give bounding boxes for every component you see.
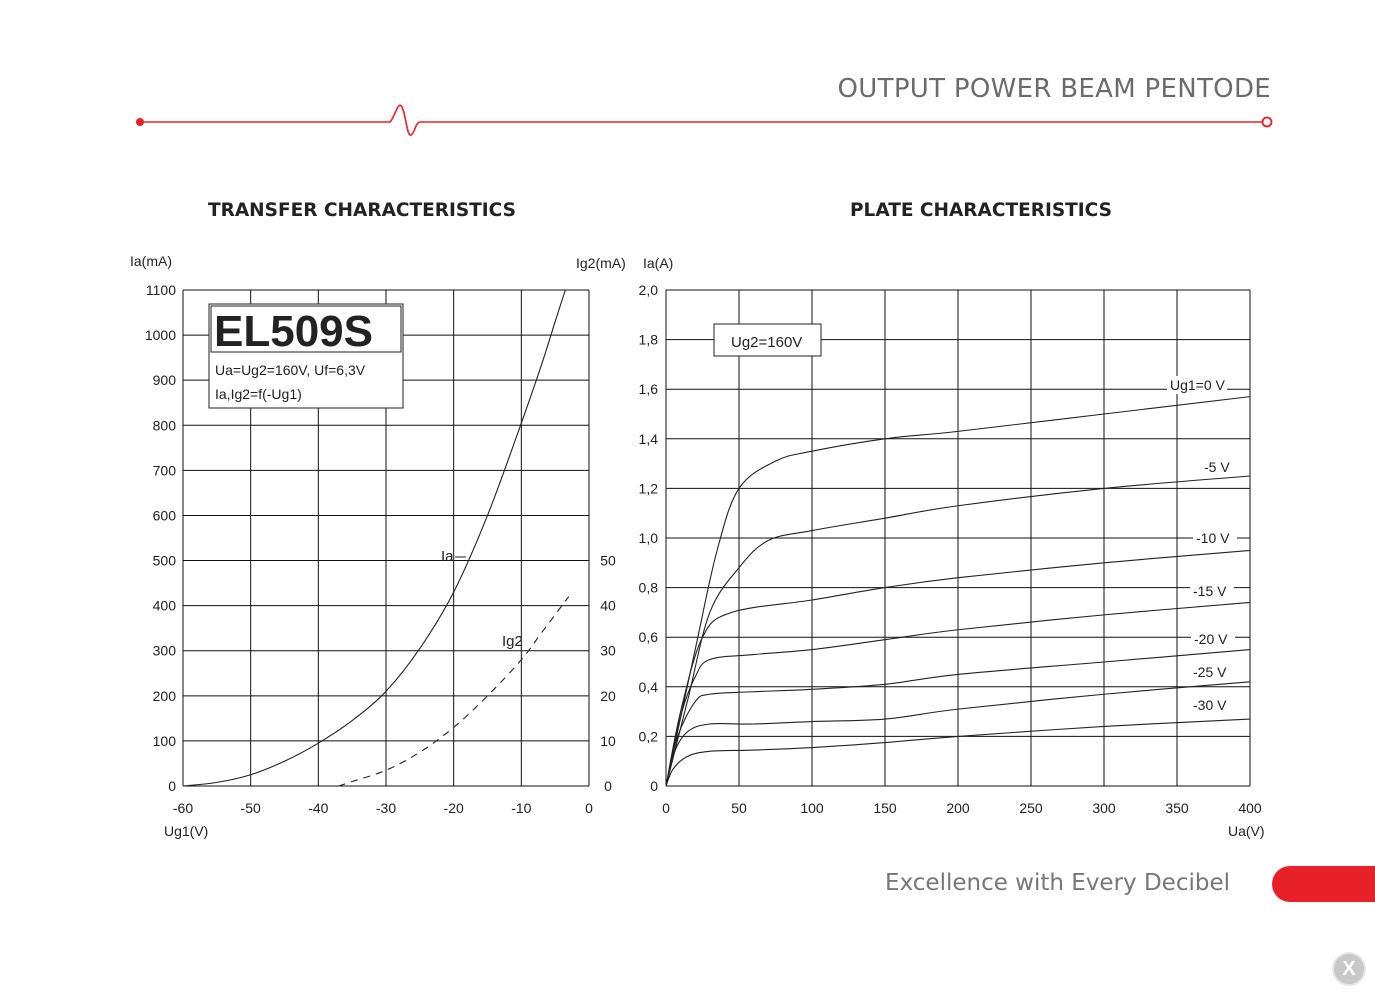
curve-1	[665, 475, 1251, 787]
x-tick-label: 50	[731, 800, 747, 816]
y-tick-label: 300	[153, 643, 177, 659]
curve-label: -15 V	[1193, 583, 1227, 599]
y-tick-label: 1000	[145, 327, 176, 343]
y-tick-label: 600	[153, 507, 177, 523]
y-tick-label: 200	[153, 688, 177, 704]
x-tick-label: 0	[585, 800, 593, 816]
y-tick-label: 0,2	[639, 728, 659, 744]
plate-series	[665, 396, 1251, 787]
page-title: OUTPUT POWER BEAM PENTODE	[837, 74, 1271, 104]
curve-label-bg	[1191, 630, 1235, 648]
y-tick-label: 700	[153, 462, 177, 478]
x-tick-label: 0	[662, 800, 670, 816]
y-tick-label: 100	[153, 733, 177, 749]
curve-label-bg	[1193, 529, 1237, 547]
y-tick-label: 0	[168, 778, 176, 794]
plate-chart-title: PLATE CHARACTERISTICS	[850, 200, 1112, 221]
transfer-ylabel-right: Ig2(mA)	[576, 255, 626, 271]
y-right-tick-label: 40	[600, 598, 616, 614]
curve-label-bg	[1190, 696, 1234, 714]
series-label-ia: Ia	[441, 548, 454, 565]
transfer-legend-box: EL509S Ua=Ug2=160V, Uf=6,3V Ia,Ig2=f(-Ug…	[208, 303, 404, 409]
plate-chart: 0 50 100 150 200 250 300 350 400 0 0,2 0,4 0,6 0,8 1,0…	[639, 255, 1265, 839]
y-tick-label: 1,0	[639, 530, 659, 546]
curve-label: -30 V	[1193, 697, 1227, 713]
x-tick-label: 300	[1092, 800, 1116, 816]
transfer-xlabel: Ug1(V)	[164, 823, 208, 839]
x-tick-label: 250	[1019, 800, 1043, 816]
x-tick-label: 400	[1238, 800, 1262, 816]
y-tick-label: 1,8	[639, 332, 659, 348]
curve-label-bg	[1201, 458, 1237, 476]
curve-label: -10 V	[1196, 530, 1230, 546]
curve-label-bg	[1190, 582, 1234, 600]
transfer-labels: -60 -50 -40 -30 -20 -10 0010020030040050060070…	[145, 282, 616, 816]
x-tick-label: 350	[1165, 800, 1189, 816]
y-tick-label: 1100	[146, 282, 176, 298]
y-tick-label: 0	[650, 778, 658, 794]
y-tick-label: 400	[153, 598, 177, 614]
tube-name: EL509S	[214, 307, 373, 356]
curve-label-bg	[1190, 663, 1234, 681]
transfer-chart-title: TRANSFER CHARACTERISTICS	[208, 200, 516, 221]
y-tick-label: 1,6	[639, 381, 659, 397]
footer-tagline: Excellence with Every Decibel	[885, 870, 1230, 896]
y-tick-label: 1,2	[639, 480, 659, 496]
curve-label-bg	[1167, 376, 1227, 394]
y-right-tick-label: 0	[604, 778, 612, 794]
x-tick-label: -10	[511, 800, 531, 816]
curve-0	[665, 396, 1251, 787]
curve-label: -25 V	[1193, 664, 1227, 680]
x-tick-label: -30	[376, 800, 396, 816]
y-tick-label: 0,8	[639, 580, 659, 596]
curve-6	[665, 718, 1251, 787]
y-tick-label: 0,4	[639, 679, 659, 695]
x-tick-label: 200	[946, 800, 970, 816]
x-tick-label: 150	[873, 800, 897, 816]
y-tick-label: 900	[153, 372, 177, 388]
y-right-tick-label: 10	[600, 733, 616, 749]
y-right-tick-label: 50	[600, 553, 616, 569]
y-tick-label: 0,6	[639, 629, 659, 645]
y-tick-label: 1,4	[639, 431, 659, 447]
series-label-ig2: Ig2	[502, 633, 523, 650]
footer-accent-bar	[1272, 866, 1375, 902]
plate-xlabel: Ua(V)	[1228, 823, 1265, 839]
y-tick-label: 800	[153, 417, 177, 433]
x-tick-label: -50	[241, 800, 261, 816]
transfer-chart: -60 -50 -40 -30 -20 -10 0010020030040050060070…	[130, 253, 626, 839]
plate-ylabel: Ia(A)	[643, 255, 673, 271]
curve-label: -5 V	[1204, 459, 1230, 475]
transfer-series	[182, 289, 570, 787]
plate-annotation: Ug2=160V	[731, 334, 802, 351]
y-tick-label: 2,0	[639, 282, 659, 298]
transfer-ylabel: Ia(mA)	[130, 253, 172, 269]
curve-5	[665, 681, 1251, 787]
curve-4	[665, 649, 1251, 787]
y-right-tick-label: 20	[600, 688, 616, 704]
legend-conditions: Ua=Ug2=160V, Uf=6,3V	[215, 362, 366, 378]
curve-3	[665, 601, 1251, 787]
close-button[interactable]: X	[1334, 954, 1364, 984]
plate-grid	[665, 289, 1251, 787]
curve-2	[665, 549, 1251, 787]
y-tick-label: 500	[153, 553, 177, 569]
curve-label: Ug1=0 V	[1170, 377, 1226, 393]
x-tick-label: -40	[308, 800, 328, 816]
curve-label: -20 V	[1194, 631, 1228, 647]
series-line-ig2	[338, 596, 570, 787]
x-tick-label: -60	[173, 800, 193, 816]
x-tick-label: 100	[800, 800, 824, 816]
legend-function: Ia,Ig2=f(-Ug1)	[215, 386, 302, 402]
x-tick-label: -20	[444, 800, 464, 816]
header-waveform-line	[136, 104, 1273, 136]
y-right-tick-label: 30	[600, 643, 616, 659]
transfer-grid	[182, 289, 590, 787]
plate-labels: 0 50 100 150 200 250 300 350 400 0 0,2 0,4 0,6 0,8 1,0…	[639, 282, 1262, 816]
series-line-ia	[182, 289, 566, 787]
